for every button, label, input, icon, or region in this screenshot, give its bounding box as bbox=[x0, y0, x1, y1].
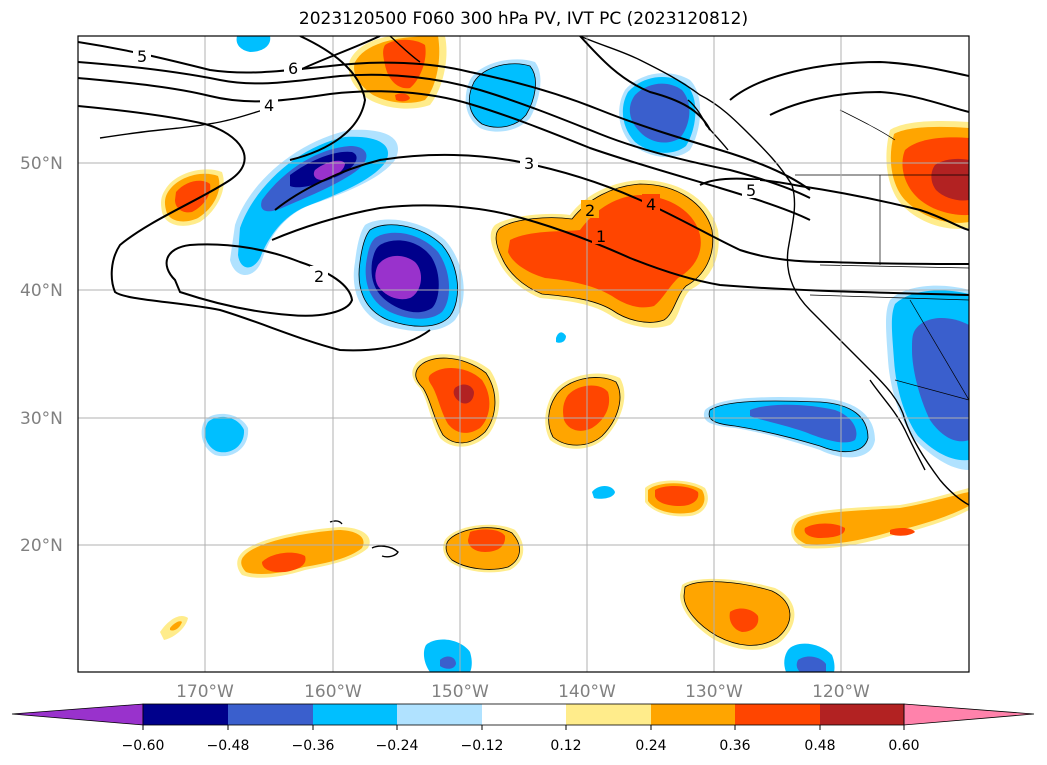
contour-label: 1 bbox=[596, 227, 606, 246]
lon-label: 120°W bbox=[812, 682, 870, 702]
colorbar-swatch bbox=[313, 704, 397, 725]
contour-label: 5 bbox=[746, 181, 756, 200]
contour-labels: 5 6 4 3 2 4 1 5 2 bbox=[133, 46, 760, 286]
lon-label: 150°W bbox=[431, 682, 489, 702]
colorbar-extend-min bbox=[11, 703, 144, 726]
lat-label: 20°N bbox=[20, 536, 63, 556]
lon-label: 140°W bbox=[558, 682, 616, 702]
lon-labels: 170°W 160°W 150°W 140°W 130°W 120°W bbox=[176, 682, 870, 702]
pv-shading bbox=[160, 36, 969, 672]
colorbar-swatch bbox=[482, 704, 566, 725]
contour-label: 4 bbox=[646, 195, 656, 214]
lat-label: 30°N bbox=[20, 409, 63, 429]
colorbar-tick-label: −0.48 bbox=[207, 738, 250, 754]
colorbar-swatch bbox=[651, 704, 735, 725]
colorbar-swatch bbox=[397, 704, 482, 725]
gridlines bbox=[78, 36, 969, 672]
colorbar-tick-label: −0.36 bbox=[292, 738, 335, 754]
colorbar-tick-label: 0.24 bbox=[635, 738, 666, 754]
lat-label: 40°N bbox=[20, 281, 63, 301]
contour-label: 3 bbox=[524, 154, 534, 173]
lon-label: 160°W bbox=[304, 682, 362, 702]
colorbar-tick-label: 0.60 bbox=[888, 738, 919, 754]
colorbar: −0.60 −0.48 −0.36 −0.24 −0.12 0.12 0.24 … bbox=[11, 703, 1035, 754]
colorbar-extend-max bbox=[903, 703, 1035, 726]
lat-labels: 50°N 40°N 30°N 20°N bbox=[20, 154, 63, 556]
colorbar-swatch bbox=[820, 704, 904, 725]
map-frame bbox=[77, 35, 970, 673]
contour-label: 5 bbox=[137, 47, 147, 66]
lon-label: 170°W bbox=[176, 682, 234, 702]
colorbar-swatch bbox=[143, 704, 228, 725]
colorbar-swatch bbox=[735, 704, 820, 725]
colorbar-tick-label: −0.60 bbox=[122, 738, 165, 754]
contour-label: 2 bbox=[314, 267, 324, 286]
contour-label: 6 bbox=[288, 59, 298, 78]
colorbar-tick-label: 0.12 bbox=[550, 738, 581, 754]
borders bbox=[795, 109, 969, 401]
ivt-contours bbox=[78, 36, 969, 352]
contour-label: 2 bbox=[585, 201, 595, 220]
colorbar-tick-label: −0.12 bbox=[461, 738, 504, 754]
colorbar-tick-label: −0.24 bbox=[376, 738, 419, 754]
lon-label: 130°W bbox=[685, 682, 743, 702]
coastlines bbox=[99, 36, 969, 558]
colorbar-swatch bbox=[566, 704, 651, 725]
figure-title: 2023120500 F060 300 hPa PV, IVT PC (2023… bbox=[298, 9, 749, 29]
colorbar-swatch bbox=[228, 704, 313, 725]
contour-label: 4 bbox=[264, 96, 274, 115]
colorbar-tick-label: 0.36 bbox=[719, 738, 750, 754]
map-area: 5 6 4 3 2 4 1 5 2 bbox=[78, 36, 969, 672]
shading-outlines bbox=[358, 63, 869, 646]
colorbar-tick-label: 0.48 bbox=[804, 738, 835, 754]
lat-label: 50°N bbox=[20, 154, 63, 174]
